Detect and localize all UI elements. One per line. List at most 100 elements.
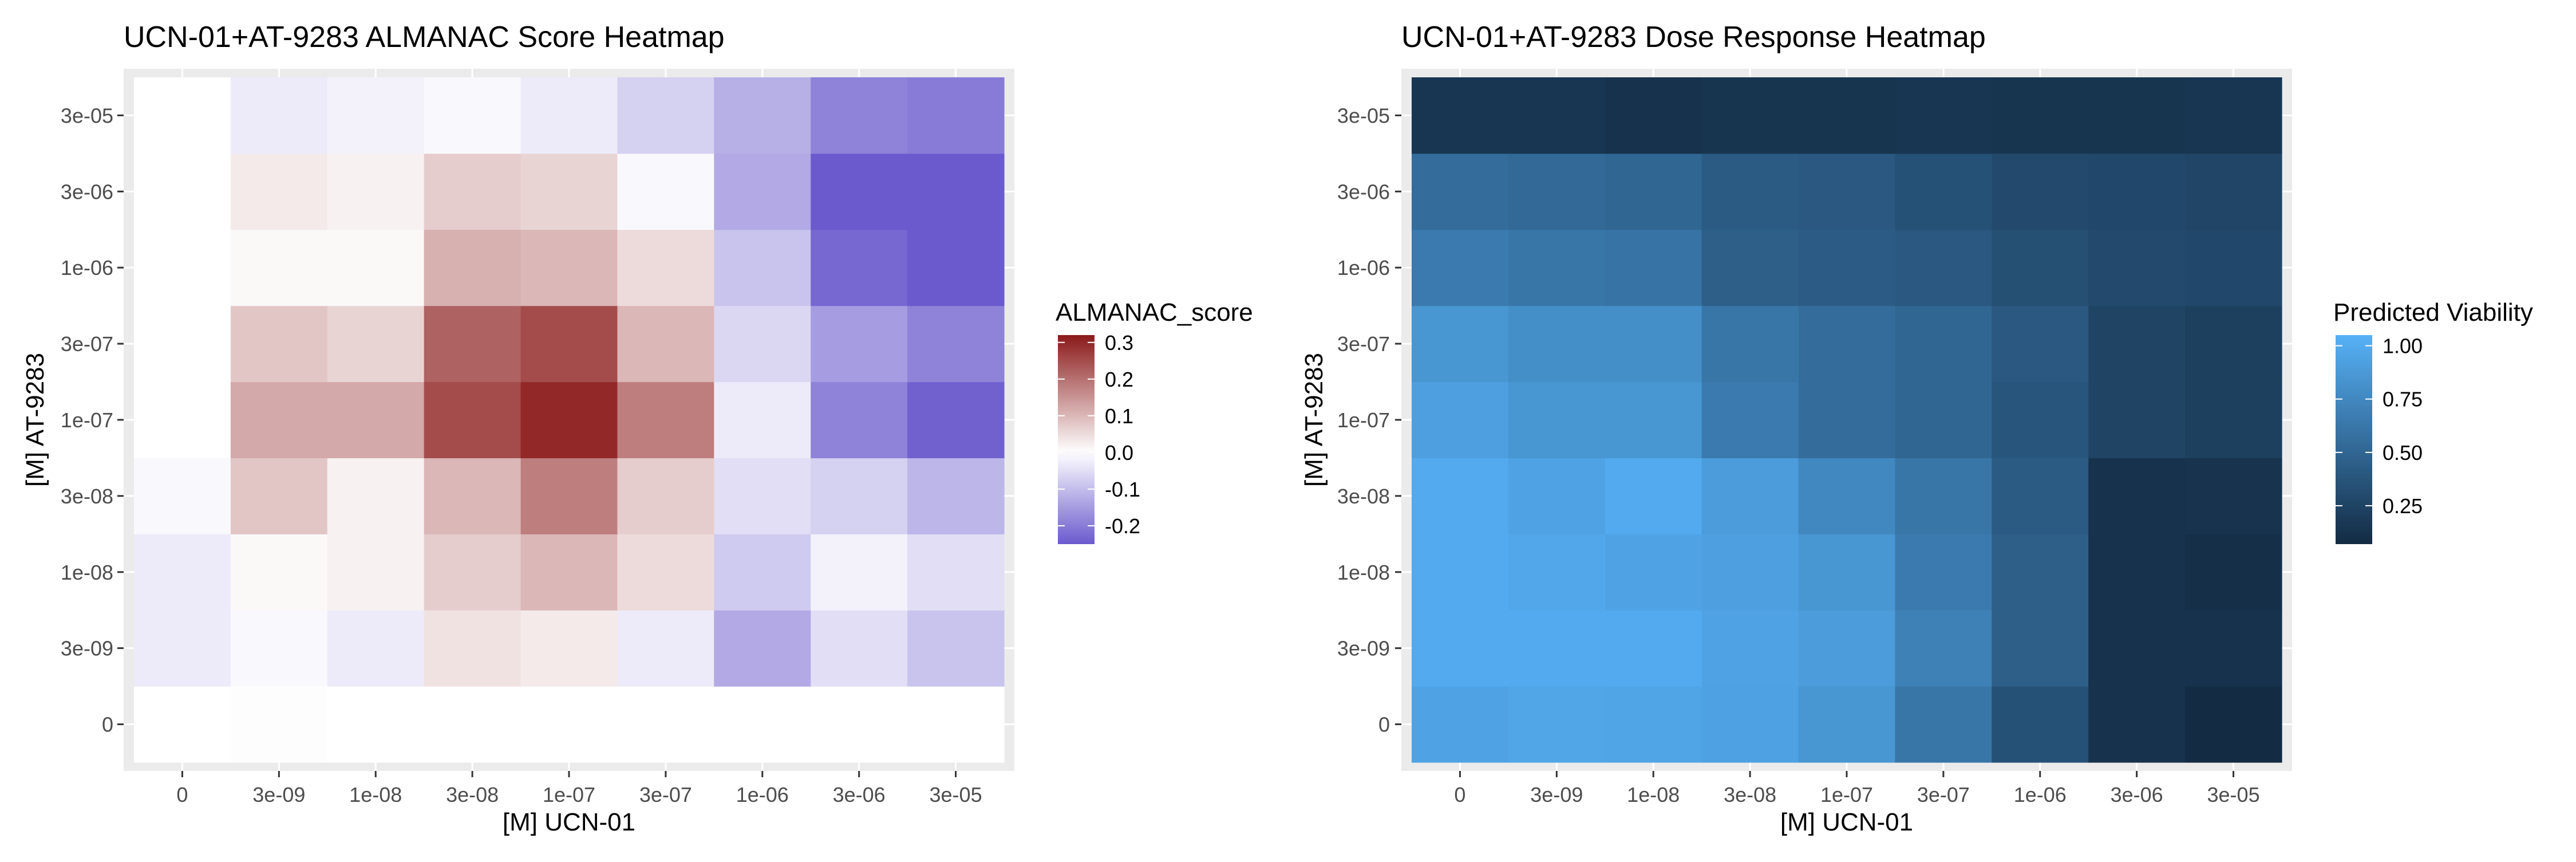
heatmap-cell <box>424 458 521 534</box>
heatmap-cell <box>617 686 714 763</box>
heatmap-cell <box>1605 610 1702 687</box>
heatmap-cell <box>1798 77 1896 154</box>
heatmap-cell <box>1412 229 1509 306</box>
heatmap-cell <box>2088 153 2186 230</box>
heatmap-cell <box>424 686 521 763</box>
y-tick-label: 3e-08 <box>1337 485 1390 508</box>
heatmap-cell <box>811 686 908 763</box>
heatmap-cell <box>1412 153 1509 230</box>
y-tick-label: 0 <box>1378 713 1390 737</box>
heatmap-cell <box>520 153 618 230</box>
legend-ticks: 0.3 0.2 0.1 0.0 -0.1 -0.2 <box>1058 331 1140 538</box>
x-tick-label: 3e-07 <box>639 783 692 806</box>
heatmap-cell <box>520 305 618 383</box>
y-tick-label: 3e-07 <box>61 332 113 356</box>
x-axis-label: [M] UCN-01 <box>1780 808 1913 836</box>
x-tick-label: 3e-08 <box>1724 783 1776 806</box>
heatmap-cell <box>230 77 328 154</box>
heatmap-cell <box>134 77 231 154</box>
heatmap-cell <box>327 77 425 154</box>
heatmap-cell <box>1508 534 1606 611</box>
x-tick-label: 3e-06 <box>2111 783 2163 806</box>
legend-title: ALMANAC_score <box>1056 298 1253 326</box>
heatmap-cell <box>1992 610 2089 687</box>
heatmap-cell <box>134 610 231 687</box>
heatmap-cell <box>907 381 1005 459</box>
heatmap-cell <box>811 77 908 154</box>
heatmap-cell <box>714 458 811 534</box>
heatmap-cell <box>1412 77 1509 154</box>
y-tick-label: 3e-06 <box>1337 180 1390 203</box>
legend-tick-label: 0.75 <box>2383 388 2423 411</box>
x-tick-label: 1e-07 <box>1820 783 1873 806</box>
y-tick-label: 0 <box>102 713 113 737</box>
heatmap-cell <box>424 534 521 611</box>
y-tick-label: 1e-08 <box>1337 561 1390 584</box>
chart-title: UCN-01+AT-9283 ALMANAC Score Heatmap <box>124 21 725 54</box>
heatmap-cell <box>617 305 714 383</box>
heatmap-cell <box>1605 153 1702 230</box>
heatmap-cell <box>617 610 714 687</box>
heatmap-cell <box>2088 77 2186 154</box>
heatmap-cell <box>1508 77 1606 154</box>
legend-ticks: 1.00 0.75 0.50 0.25 <box>2336 334 2423 518</box>
heatmap-cell <box>1992 534 2089 611</box>
heatmap-cell <box>1798 153 1896 230</box>
heatmap-cell <box>907 305 1005 383</box>
heatmap-cell <box>1895 305 1992 383</box>
y-tick-labels: 0 3e-09 1e-08 3e-08 1e-07 3e-07 1e-06 3e-06 3e-0… <box>1337 104 1401 737</box>
x-tick-label: 0 <box>1454 783 1465 806</box>
heatmap-cell <box>1798 610 1896 687</box>
heatmap-cell <box>1605 458 1702 534</box>
heatmap-cell <box>1992 305 2089 383</box>
x-axis-label: [M] UCN-01 <box>503 808 635 836</box>
legend-tick-label: 0.3 <box>1105 331 1133 355</box>
heatmap-cell <box>811 458 908 534</box>
heatmap-cell <box>424 610 521 687</box>
heatmap-cell <box>1412 381 1509 459</box>
heatmap-cell <box>1605 686 1702 763</box>
heatmap-cells <box>1401 69 2292 771</box>
heatmap-cell <box>2185 686 2282 763</box>
x-tick-labels: 0 3e-09 1e-08 3e-08 1e-07 3e-07 1e-06 3e-06 3e-0… <box>176 771 982 806</box>
heatmap-cell <box>1895 610 1992 687</box>
x-tick-label: 3e-08 <box>446 783 499 806</box>
heatmap-cell <box>134 229 231 306</box>
y-tick-label: 1e-06 <box>61 256 113 280</box>
legend-tick-label: 0.0 <box>1105 441 1133 465</box>
heatmap-cell <box>1508 153 1606 230</box>
x-tick-label: 1e-07 <box>543 783 595 806</box>
heatmap-cell <box>907 610 1005 687</box>
heatmap-cell <box>424 153 521 230</box>
heatmap-cell <box>2185 534 2282 611</box>
heatmap-cell <box>1508 458 1606 534</box>
y-axis-label: [M] AT-9283 <box>1300 353 1328 487</box>
heatmap-cell <box>1605 229 1702 306</box>
heatmap-cell <box>1605 534 1702 611</box>
heatmap-cell <box>520 686 618 763</box>
heatmap-cell <box>1412 458 1509 534</box>
heatmap-cell <box>714 153 811 230</box>
y-tick-label: 3e-05 <box>61 104 113 127</box>
heatmap-cell <box>1895 77 1992 154</box>
legend-tick-label: 0.1 <box>1105 404 1133 428</box>
heatmap-cell <box>327 686 425 763</box>
x-tick-label: 3e-09 <box>1530 783 1583 806</box>
heatmap-cell <box>327 534 425 611</box>
heatmap-cell <box>134 686 231 763</box>
heatmap-cell <box>1798 381 1896 459</box>
heatmap-cell <box>1992 229 2089 306</box>
legend-tick-label: -0.2 <box>1105 514 1140 538</box>
heatmap-cell <box>1895 153 1992 230</box>
legend-colorbar <box>1058 335 1095 544</box>
heatmap-cell <box>1701 305 1799 383</box>
heatmap-cell <box>1895 381 1992 459</box>
heatmap-cell <box>1798 305 1896 383</box>
heatmap-cell <box>230 305 328 383</box>
heatmap-cell <box>1701 458 1799 534</box>
heatmap-cell <box>1412 534 1509 611</box>
heatmap-cell <box>424 229 521 306</box>
heatmap-cell <box>617 458 714 534</box>
heatmap-cell <box>2088 610 2186 687</box>
